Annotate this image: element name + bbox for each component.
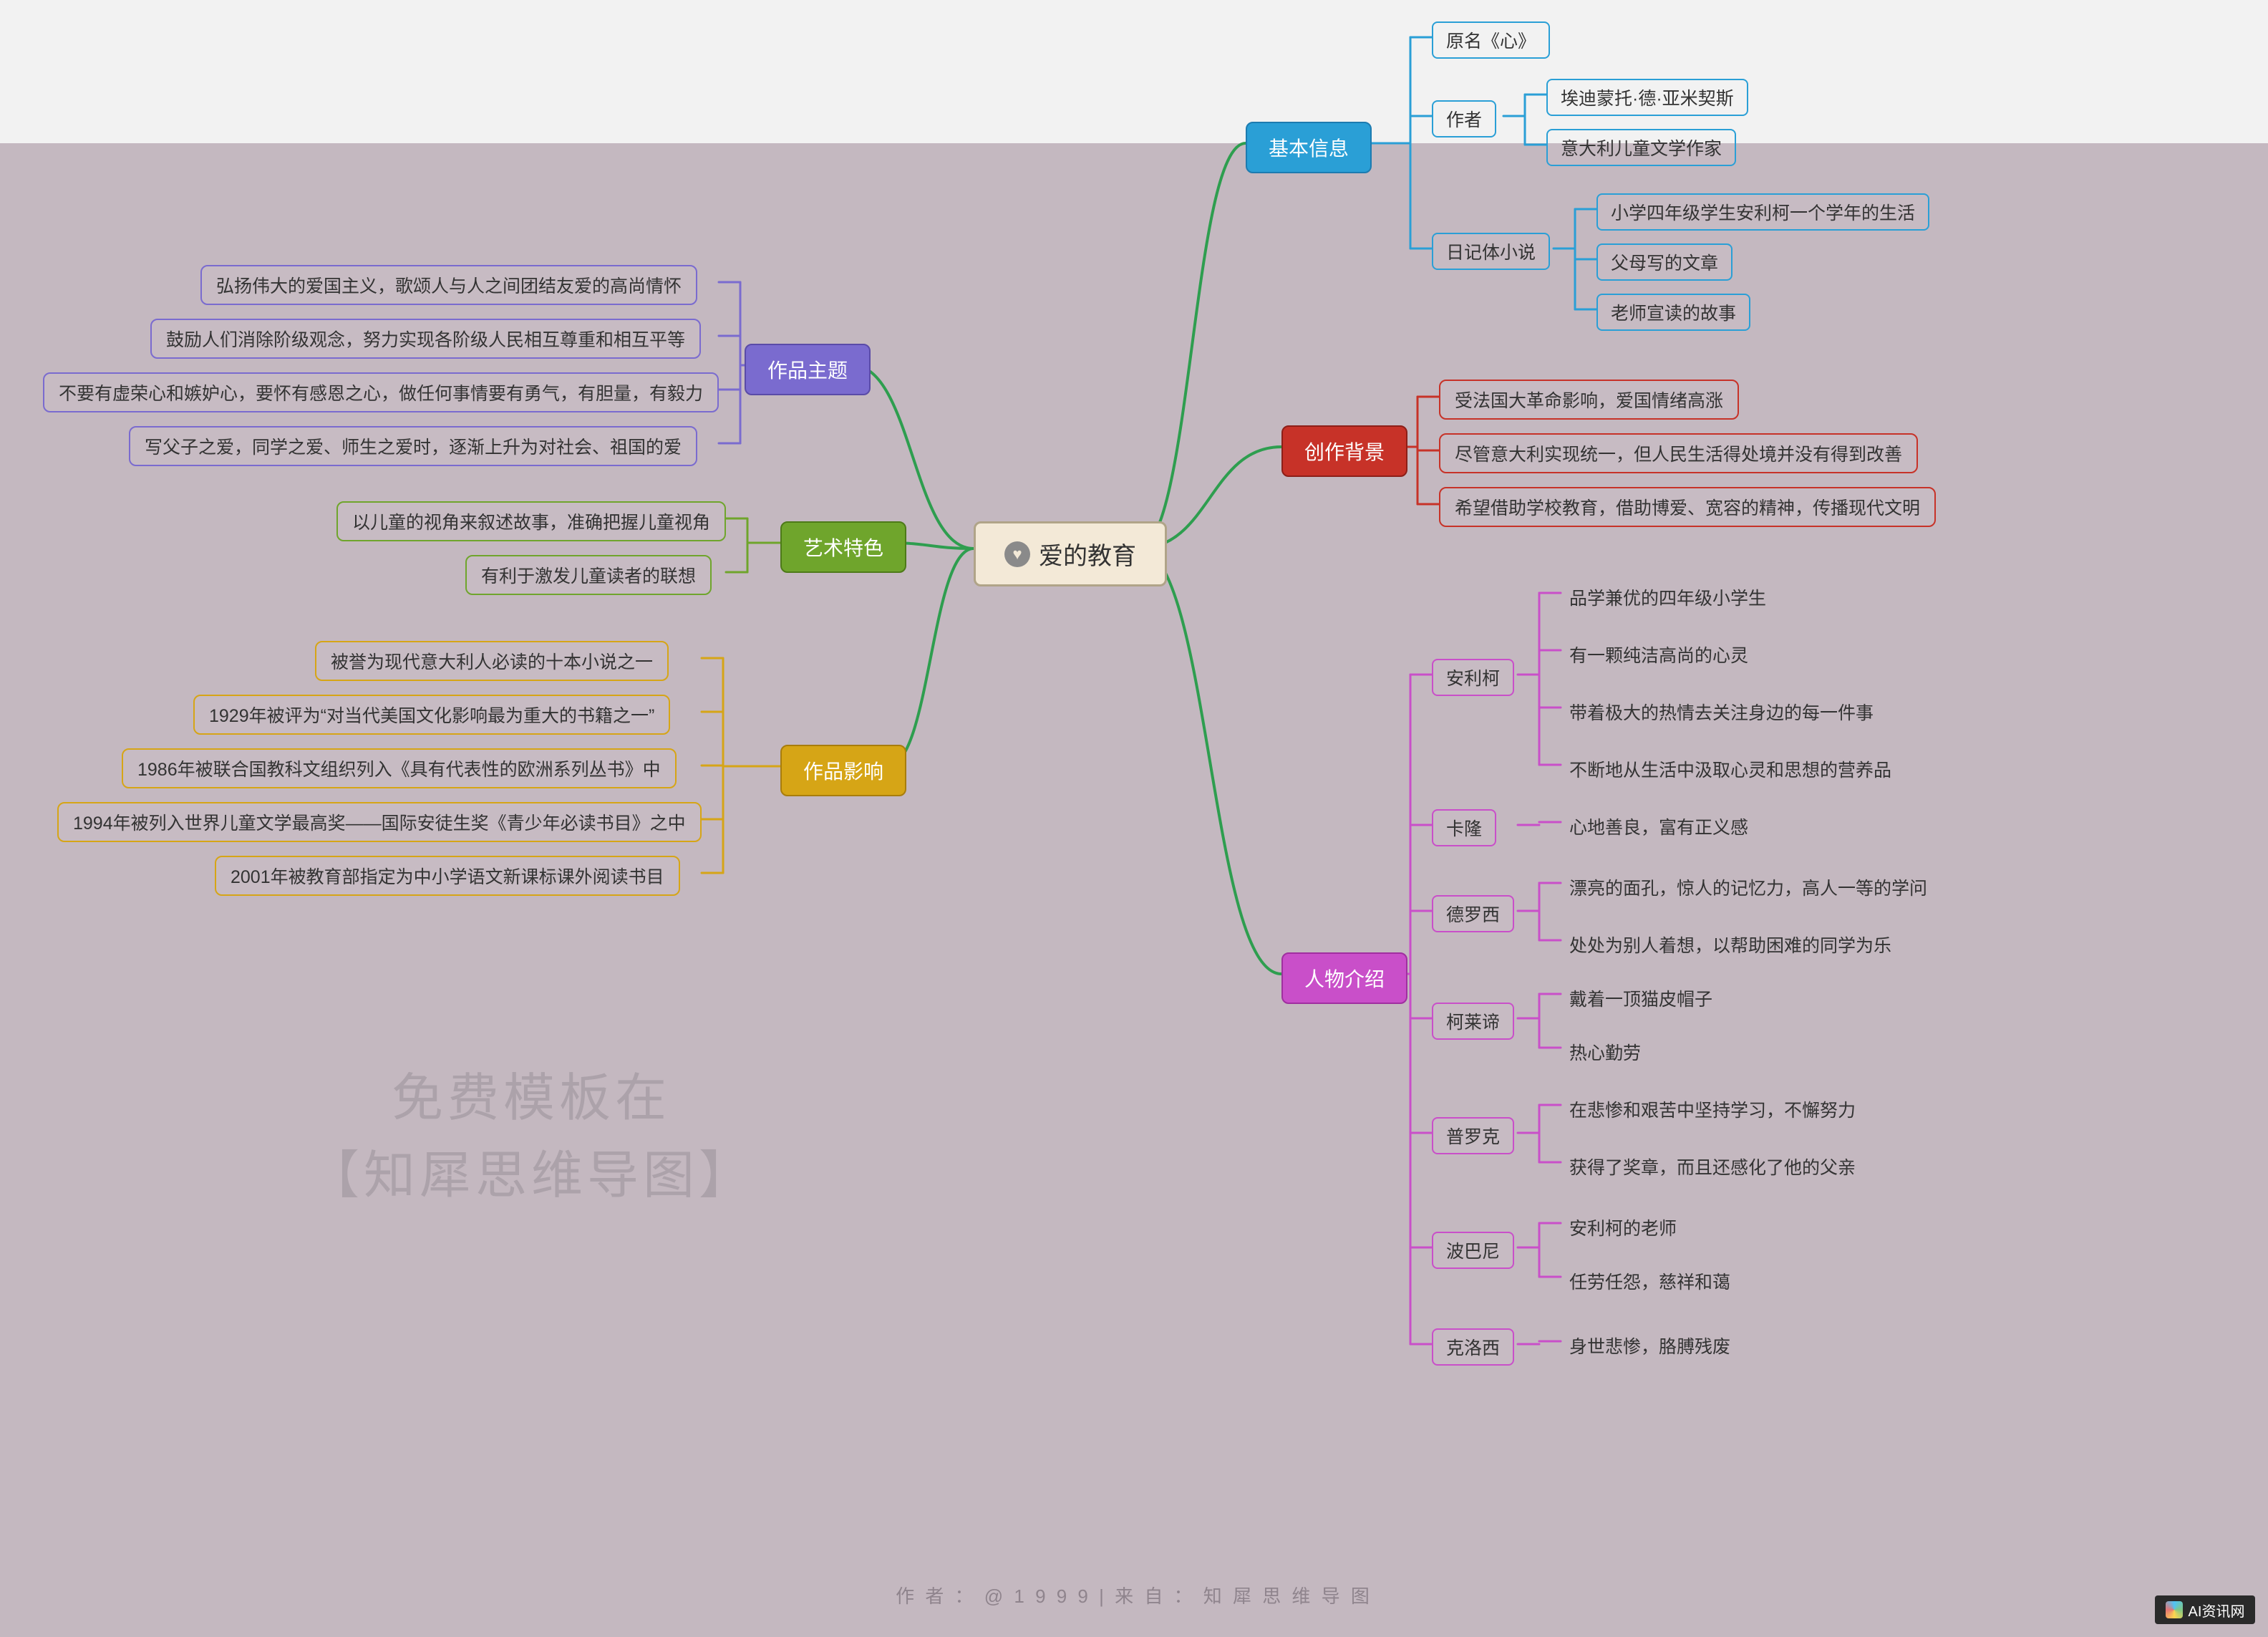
- character-普罗克: 普罗克: [1432, 1117, 1514, 1154]
- heart-icon: ♥: [1004, 541, 1030, 567]
- character-detail: 带着极大的热情去关注身边的每一件事: [1561, 695, 1882, 729]
- basic-diary-child: 父母写的文章: [1596, 243, 1732, 281]
- branch-art[interactable]: 艺术特色: [780, 521, 906, 573]
- character-detail: 身世悲惨，胳膊残废: [1561, 1328, 1739, 1363]
- impact-item: 1994年被列入世界儿童文学最高奖——国际安徒生奖《青少年必读书目》之中: [57, 802, 702, 842]
- top-bar: [0, 0, 2268, 143]
- character-德罗西: 德罗西: [1432, 895, 1514, 932]
- branch-basic[interactable]: 基本信息: [1246, 122, 1372, 173]
- impact-item: 被誉为现代意大利人必读的十本小说之一: [315, 641, 669, 681]
- background-item: 尽管意大利实现统一，但人民生活得处境并没有得到改善: [1439, 433, 1918, 473]
- character-detail: 任劳任怨，慈祥和蔼: [1561, 1264, 1739, 1298]
- character-detail: 心地善良，富有正义感: [1561, 809, 1757, 844]
- background-item: 希望借助学校教育，借助博爱、宽容的精神，传播现代文明: [1439, 487, 1936, 527]
- source-badge: AI资讯网: [2155, 1595, 2255, 1624]
- branch-theme[interactable]: 作品主题: [745, 344, 871, 395]
- art-item: 以儿童的视角来叙述故事，准确把握儿童视角: [336, 501, 726, 541]
- character-detail: 不断地从生活中汲取心灵和思想的营养品: [1561, 752, 1900, 786]
- character-安利柯: 安利柯: [1432, 659, 1514, 696]
- branch-characters[interactable]: 人物介绍: [1281, 952, 1407, 1004]
- character-柯莱谛: 柯莱谛: [1432, 1003, 1514, 1040]
- branch-background[interactable]: 创作背景: [1281, 425, 1407, 477]
- badge-label: AI资讯网: [2189, 1600, 2245, 1621]
- center-node[interactable]: ♥ 爱的教育: [974, 521, 1167, 586]
- basic-diary-child: 小学四年级学生安利柯一个学年的生活: [1596, 193, 1929, 231]
- character-detail: 获得了奖章，而且还感化了他的父亲: [1561, 1149, 1864, 1184]
- art-item: 有利于激发儿童读者的联想: [465, 555, 712, 595]
- theme-item: 弘扬伟大的爱国主义，歌颂人与人之间团结友爱的高尚情怀: [200, 265, 697, 305]
- branch-impact[interactable]: 作品影响: [780, 745, 906, 796]
- impact-item: 2001年被教育部指定为中小学语文新课标课外阅读书目: [215, 856, 680, 896]
- character-detail: 热心勤劳: [1561, 1035, 1649, 1069]
- watermark: 免费模板在【知犀思维导图】: [308, 1060, 755, 1215]
- basic-alias: 原名《心》: [1432, 21, 1550, 59]
- character-克洛西: 克洛西: [1432, 1328, 1514, 1366]
- basic-author-child: 意大利儿童文学作家: [1546, 129, 1736, 166]
- impact-item: 1986年被联合国教科文组织列入《具有代表性的欧洲系列丛书》中: [122, 748, 677, 788]
- character-波巴尼: 波巴尼: [1432, 1232, 1514, 1269]
- character-detail: 漂亮的面孔，惊人的记忆力，高人一等的学问: [1561, 870, 1936, 904]
- character-detail: 有一颗纯洁高尚的心灵: [1561, 637, 1757, 672]
- basic-author: 作者: [1432, 100, 1496, 137]
- character-detail: 品学兼优的四年级小学生: [1561, 580, 1775, 614]
- basic-author-child: 埃迪蒙托·德·亚米契斯: [1546, 79, 1748, 116]
- character-detail: 安利柯的老师: [1561, 1210, 1685, 1245]
- theme-item: 不要有虚荣心和嫉妒心，要怀有感恩之心，做任何事情要有勇气，有胆量，有毅力: [43, 372, 719, 412]
- background-item: 受法国大革命影响，爱国情绪高涨: [1439, 380, 1739, 420]
- theme-item: 鼓励人们消除阶级观念，努力实现各阶级人民相互尊重和相互平等: [150, 319, 701, 359]
- theme-item: 写父子之爱，同学之爱、师生之爱时，逐渐上升为对社会、祖国的爱: [129, 426, 697, 466]
- impact-item: 1929年被评为“对当代美国文化影响最为重大的书籍之一”: [193, 695, 670, 735]
- character-detail: 戴着一顶猫皮帽子: [1561, 981, 1721, 1015]
- center-label: 爱的教育: [1039, 536, 1136, 571]
- badge-icon: [2166, 1601, 2183, 1618]
- character-卡隆: 卡隆: [1432, 809, 1496, 846]
- footer-credit: 作 者 ： @ 1 9 9 9 | 来 自 ： 知 犀 思 维 导 图: [0, 1582, 2268, 1608]
- character-detail: 在悲惨和艰苦中坚持学习，不懈努力: [1561, 1092, 1864, 1126]
- basic-diary-child: 老师宣读的故事: [1596, 294, 1750, 331]
- basic-diary: 日记体小说: [1432, 233, 1550, 270]
- character-detail: 处处为别人着想，以帮助困难的同学为乐: [1561, 927, 1900, 962]
